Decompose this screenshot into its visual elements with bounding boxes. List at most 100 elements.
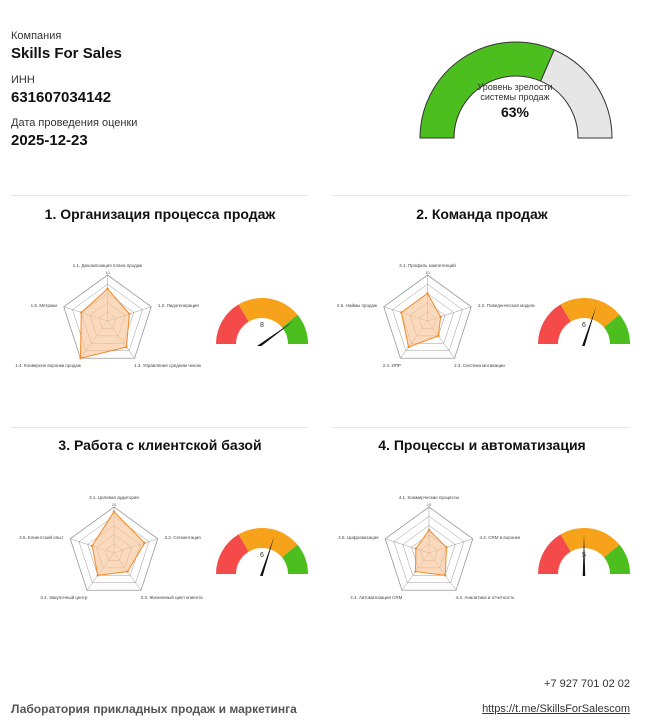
radar-axis-label: 1.4. Конверсия воронки продаж — [15, 363, 81, 368]
maturity-caption-line2: системы продаж — [480, 92, 550, 102]
gauge-zone-orange — [238, 298, 298, 328]
gauge-zone-red — [216, 304, 249, 344]
radar-chart-3: 10 3.1. Целевая аудитория 3.2. Сегментация… — [19, 495, 204, 600]
radar-point — [80, 311, 83, 314]
radar-axis-label: 4.2. CRM в воронке — [479, 535, 520, 540]
radar-series-area — [400, 292, 442, 348]
score-gauge-1: 8 — [216, 298, 308, 346]
section-title-3: 3. Работа с клиентской базой — [58, 437, 262, 453]
maturity-gauge-rest — [539, 49, 613, 139]
radar-axis-label: 1.5. Метрики — [31, 303, 58, 308]
radar-axis-label: 3.4. Закупочный центр — [40, 594, 87, 600]
score-gauge-4: 5 — [538, 528, 630, 576]
radar-axis-label: 2.2. Поведенческая модель — [478, 303, 535, 308]
gauge-value-label: 6 — [260, 552, 264, 559]
date-label: Дата проведения оценки — [11, 117, 138, 129]
maturity-gauge — [419, 41, 613, 139]
gauge-needle — [260, 535, 275, 576]
radar-point — [106, 287, 109, 290]
gauge-value-label: 8 — [260, 322, 264, 329]
radar-axis-label: 3.2. Сегментация — [164, 535, 201, 540]
radar-grid-ring — [402, 525, 456, 576]
maturity-caption: Уровень зрелости системы продаж — [470, 82, 560, 102]
footer-organization: Лаборатория прикладных продаж и маркетин… — [11, 702, 297, 716]
radar-scale-label: 10 — [112, 502, 117, 507]
radar-point — [143, 541, 146, 545]
radar-chart-2: 10 2.1. Профиль компетенций 2.2. Поведенче… — [337, 262, 535, 368]
radar-point — [90, 544, 94, 548]
gauge-zone-orange — [238, 528, 298, 558]
gauge-value-label: 6 — [582, 322, 586, 329]
radar-point — [128, 312, 131, 316]
radar-series-area — [79, 288, 130, 359]
radar-point — [400, 311, 403, 314]
radar-axis-label: 2.4. ИПР — [383, 363, 401, 368]
gauge-zone-red — [538, 304, 571, 344]
divider — [11, 195, 308, 196]
radar-point — [444, 574, 447, 577]
radar-axis-label: 4.1. Коммерческие процессы — [399, 495, 460, 500]
radar-axis-label: 2.3. Система мотивации — [454, 363, 505, 368]
gauge-zone-green — [282, 544, 308, 574]
radar-scale-label: 10 — [427, 502, 432, 507]
radar-axis-label: 4.5. Цифровизация — [338, 535, 379, 540]
radar-axis-label: 4.4. Автоматизация CRM — [350, 595, 402, 600]
radar-point — [414, 570, 417, 573]
telegram-link[interactable]: https://t.me/SkillsForSalescom — [482, 703, 630, 715]
radar-axis-label: 1.3. Управление средним чеком — [134, 363, 201, 368]
radar-grid-ring — [383, 274, 472, 359]
radar-series-area — [414, 529, 448, 576]
section-title-2: 2. Команда продаж — [416, 206, 548, 222]
radar-point — [439, 315, 442, 318]
radar-grid-ring — [63, 274, 152, 359]
divider — [11, 427, 308, 428]
radar-chart-1: 10 1.1. Декомпозиция плана продаж 1.2. Лид… — [15, 263, 201, 368]
gauge-zone-green — [604, 314, 630, 344]
gauge-zone-orange — [560, 298, 620, 328]
gauge-zone-red — [538, 534, 571, 574]
radar-scale-label: 10 — [105, 270, 110, 275]
gauge-zone-green — [282, 314, 308, 344]
radar-grid-ring — [78, 515, 150, 584]
radar-grid-ring — [393, 515, 465, 584]
company-name: Skills For Sales — [11, 45, 122, 62]
radar-point — [112, 510, 116, 513]
date-value: 2025-12-23 — [11, 132, 88, 149]
radar-axis-label: 1.2. Лидогенерация — [158, 303, 199, 308]
radar-axis-label: 1.1. Декомпозиция плана продаж — [73, 263, 142, 268]
maturity-caption-line1: Уровень зрелости — [477, 82, 553, 92]
radar-axis-label: 3.3. Жизненный цикл клиента — [141, 594, 204, 600]
maturity-gauge-fill — [419, 41, 555, 139]
radar-point — [96, 574, 99, 577]
company-label: Компания — [11, 30, 62, 42]
radar-point — [427, 528, 431, 532]
maturity-value: 63% — [500, 104, 530, 120]
radar-axis-label: 3.1. Целевая аудитория — [89, 495, 139, 500]
radar-point — [125, 345, 128, 349]
radar-axis-label: 3.5. Клиентский опыт — [19, 534, 63, 540]
radar-point — [426, 292, 429, 295]
radar-chart-4: 10 4.1. Коммерческие процессы 4.2. CRM в в… — [338, 495, 520, 600]
radar-point — [126, 570, 129, 573]
radar-point — [414, 547, 418, 550]
gauge-value-label: 5 — [582, 552, 586, 559]
footer-phone: +7 927 701 02 02 — [544, 678, 630, 690]
radar-point — [445, 546, 448, 549]
radar-axis-label: 4.3. Аналитика и отчетность — [456, 595, 516, 600]
gauge-needle — [582, 534, 586, 576]
gauge-zone-green — [604, 544, 630, 574]
radar-axis-label: 2.5. Наймы продаж — [337, 302, 377, 308]
divider — [333, 427, 630, 428]
gauge-zone-orange — [560, 528, 620, 558]
radar-point — [437, 334, 440, 338]
radar-scale-label: 10 — [425, 270, 430, 275]
gauge-zone-red — [216, 534, 249, 574]
radar-axis-label: 2.1. Профиль компетенций — [399, 262, 456, 268]
score-gauge-2: 6 — [538, 298, 630, 346]
radar-point — [407, 345, 410, 349]
radar-point — [79, 357, 82, 360]
section-title-1: 1. Организация процесса продаж — [44, 206, 276, 222]
radar-grid-ring — [69, 506, 159, 591]
section-title-4: 4. Процессы и автоматизация — [378, 437, 586, 453]
inn-label: ИНН — [11, 74, 35, 86]
